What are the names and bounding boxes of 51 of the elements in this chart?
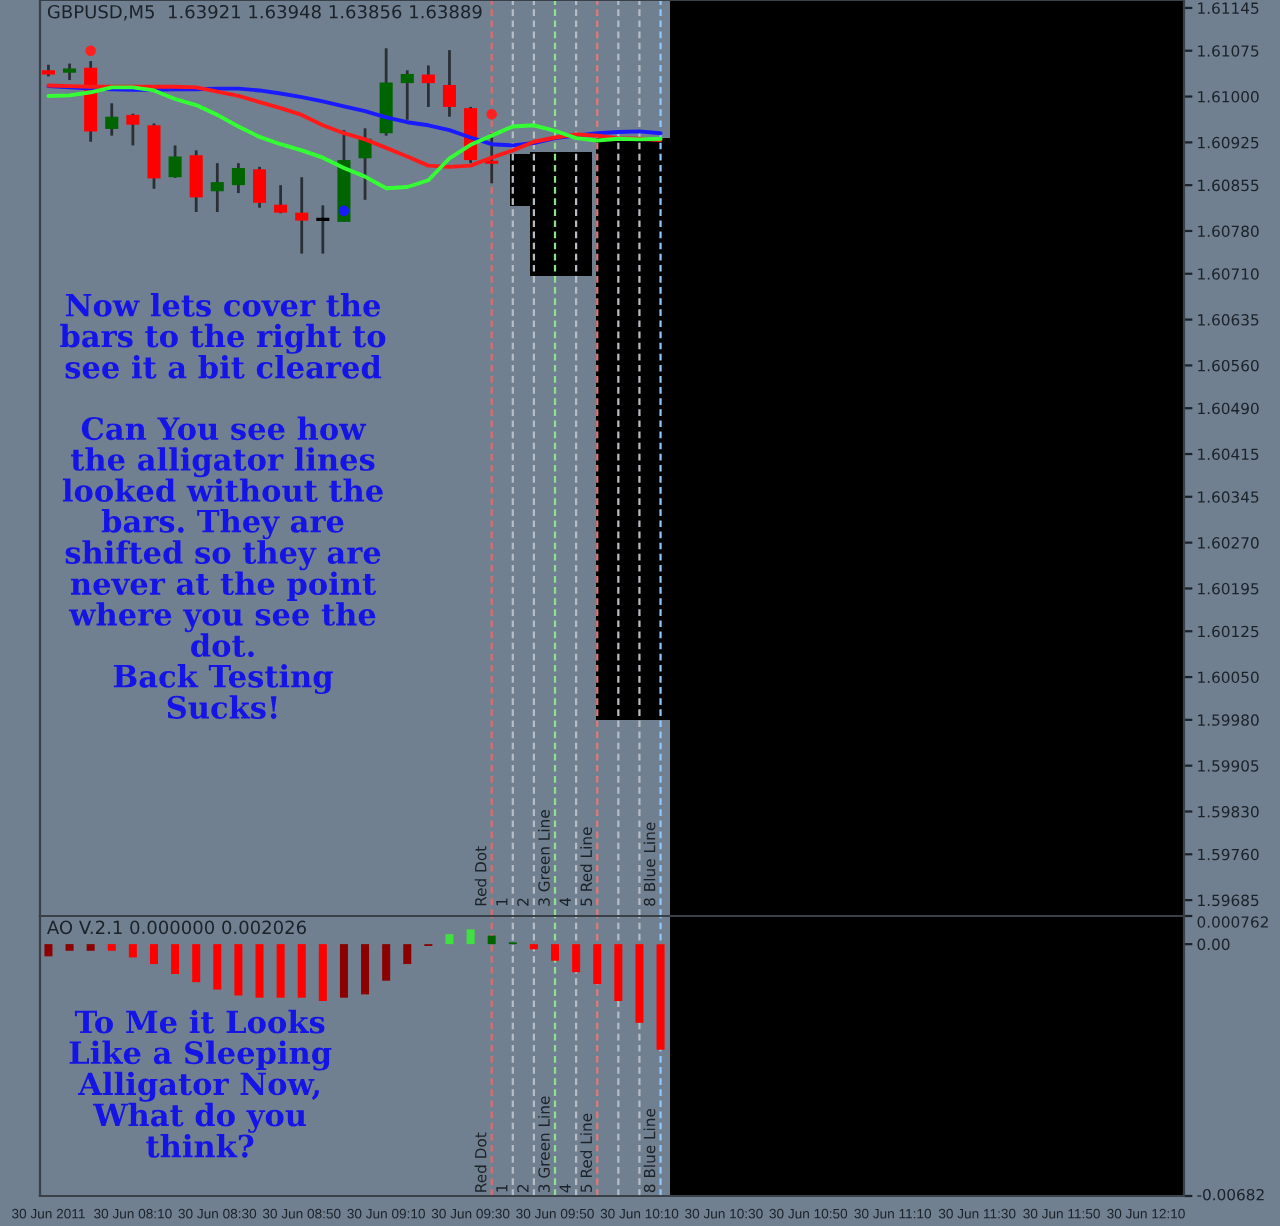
line-series	[46, 85, 663, 191]
candlestick	[168, 144, 182, 180]
chart-title: AO V.2.1 0.000000 0.002026	[47, 920, 306, 935]
bar	[86, 944, 95, 951]
annotation: To Me it Looks Like a Sleeping Alligator Now, What do you think?	[69, 1009, 332, 1158]
bar	[255, 944, 264, 998]
bar	[339, 944, 348, 998]
bar	[403, 944, 412, 965]
bar	[487, 935, 496, 945]
line-series	[46, 83, 663, 169]
bar	[572, 944, 581, 973]
bar	[276, 944, 285, 998]
point	[85, 45, 96, 56]
candlestick	[231, 161, 245, 195]
bar	[149, 944, 158, 965]
point	[486, 109, 497, 120]
bar	[192, 944, 201, 983]
candlestick	[442, 48, 457, 119]
candlestick	[189, 148, 203, 214]
text: Now lets cover the bars to the right to see it a bit cleared Can You see how the alligator lines looked without the bars. They are shifted so they are never at the point where you see the dot. Back Testing Sucks!	[60, 293, 386, 719]
bar	[466, 929, 475, 945]
bar	[445, 934, 454, 945]
candlestick	[400, 68, 414, 122]
bar	[213, 944, 222, 990]
bar	[44, 944, 53, 957]
candlestick	[105, 101, 119, 138]
candlestick	[485, 131, 499, 185]
candlestick	[210, 161, 224, 214]
bar	[593, 944, 602, 985]
chart-title: GBPUSD,M5 1.63921 1.63948 1.63856 1.63889	[47, 4, 482, 21]
bar	[529, 944, 538, 950]
bar	[171, 944, 180, 975]
bar	[128, 944, 137, 958]
candlestick	[126, 112, 140, 147]
bar	[361, 944, 370, 995]
bar	[297, 944, 306, 998]
candlestick	[252, 165, 267, 210]
bar	[382, 944, 391, 981]
candlestick	[274, 183, 288, 215]
candlestick	[421, 63, 435, 109]
bar	[107, 944, 116, 951]
bar	[234, 944, 243, 996]
bar	[656, 944, 665, 1050]
candlestick	[295, 175, 309, 255]
bar	[318, 944, 327, 1002]
bar	[65, 944, 74, 951]
bar	[635, 944, 644, 1023]
bar	[614, 944, 623, 1002]
point	[338, 205, 350, 217]
bar	[551, 944, 560, 961]
line-series	[46, 84, 663, 148]
